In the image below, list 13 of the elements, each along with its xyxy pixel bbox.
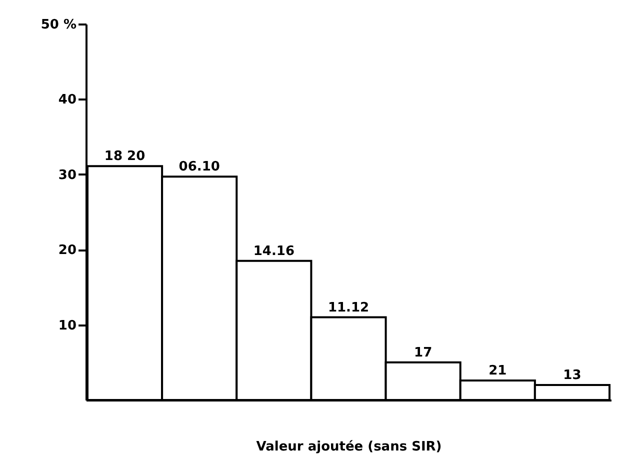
x-tick-label: 21 — [488, 363, 507, 378]
x-axis-title: Valeur ajoutée (sans SIR) — [256, 440, 442, 454]
y-tick-label: 30 — [58, 168, 76, 183]
x-tick-label: 17 — [414, 345, 432, 360]
x-tick-label: 14.16 — [253, 244, 294, 259]
x-tick-label: 11.12 — [328, 300, 370, 316]
y-tick-label: 20 — [58, 243, 76, 258]
y-tick-label: 40 — [58, 92, 76, 108]
x-tick-label: 13 — [563, 368, 582, 383]
y-tick-label: 10 — [58, 318, 76, 334]
x-tick-label: 18 20 — [104, 149, 146, 164]
y-tick-label: 50 % — [40, 18, 76, 32]
x-tick-label: 06.10 — [178, 160, 220, 175]
